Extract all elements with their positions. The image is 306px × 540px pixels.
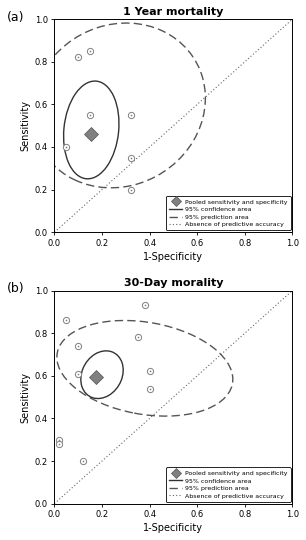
Legend: Pooled sensitivity and specificity, 95% confidence area, 95% prediction area, Ab: Pooled sensitivity and specificity, 95% … bbox=[166, 468, 291, 502]
Title: 30-Day morality: 30-Day morality bbox=[124, 278, 223, 288]
Text: (b): (b) bbox=[7, 282, 24, 295]
Y-axis label: Sensitivity: Sensitivity bbox=[21, 100, 31, 151]
Title: 1 Year mortality: 1 Year mortality bbox=[123, 7, 224, 17]
Text: (a): (a) bbox=[7, 11, 24, 24]
Legend: Pooled sensitivity and specificity, 95% confidence area, 95% prediction area, Ab: Pooled sensitivity and specificity, 95% … bbox=[166, 196, 291, 231]
X-axis label: 1-Specificity: 1-Specificity bbox=[144, 523, 203, 533]
Y-axis label: Sensitivity: Sensitivity bbox=[21, 372, 31, 423]
X-axis label: 1-Specificity: 1-Specificity bbox=[144, 252, 203, 262]
